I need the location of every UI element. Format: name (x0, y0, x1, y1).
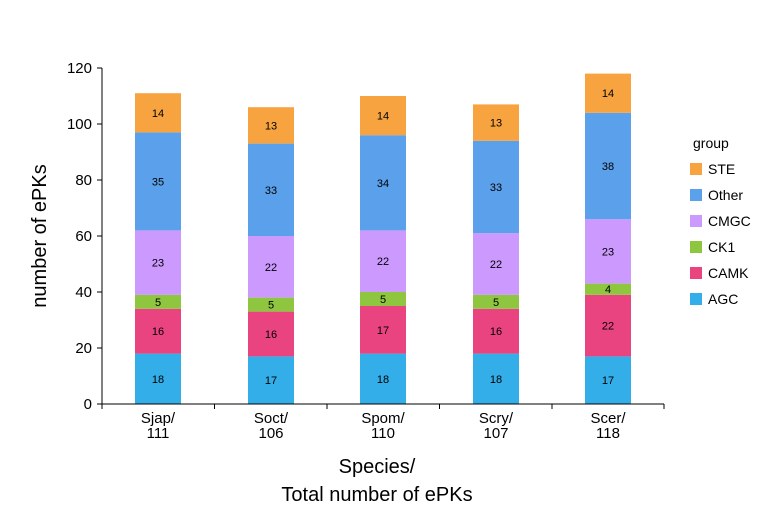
legend-label-camk: CAMK (708, 265, 749, 281)
bar-segment-cmgc (248, 236, 294, 298)
data-label: 33 (265, 185, 277, 197)
bar-segment-camk (360, 306, 406, 354)
x-tick-label: Sjap/ (141, 410, 176, 427)
bar-segment-other (135, 132, 181, 231)
y-tick-label: 60 (75, 228, 92, 245)
bar-segment-ck1 (360, 292, 406, 306)
data-label: 22 (490, 259, 502, 271)
bar-segment-camk (248, 311, 294, 357)
bar-segment-other (248, 143, 294, 236)
data-label: 16 (152, 326, 164, 338)
bar-segment-ck1 (473, 294, 519, 309)
bar-segment-other (473, 140, 519, 234)
legend-swatch-cmgc (690, 215, 702, 227)
x-tick-label: Scry/ (479, 410, 514, 427)
x-tick-label: 106 (258, 425, 283, 442)
x-tick-label: 110 (371, 425, 395, 442)
bar-segment-cmgc (360, 230, 406, 292)
legend-label-ste: STE (708, 161, 735, 177)
bar-segment-cmgc (473, 233, 519, 295)
data-label: 16 (265, 329, 277, 341)
bar-segment-camk (135, 308, 181, 354)
bar-segment-camk (585, 294, 631, 357)
legend-swatch-agc (690, 293, 702, 305)
bar-segment-camk (473, 308, 519, 354)
data-label: 14 (377, 111, 389, 123)
data-label: 22 (377, 256, 389, 268)
data-label: 18 (377, 374, 389, 386)
data-label: 34 (377, 178, 389, 190)
legend-label-cmgc: CMGC (708, 213, 751, 229)
data-label: 5 (268, 300, 274, 312)
bar-segment-ck1 (585, 283, 631, 295)
data-label: 17 (377, 325, 389, 337)
y-axis-label: number of ePKs (29, 164, 51, 307)
data-label: 13 (265, 120, 277, 132)
y-tick-label: 120 (67, 60, 92, 77)
x-tick-label: 107 (483, 425, 508, 442)
bars-layer: 18 16 5 23 35 14 17 16 5 22 33 13 18 17 5 22 34 14 18 16 5 22… (135, 73, 631, 404)
bar-segment-agc (135, 353, 181, 404)
data-label: 13 (490, 118, 502, 130)
legend-title: group (693, 135, 729, 151)
legend-label-agc: AGC (708, 291, 738, 307)
bar-segment-agc (585, 356, 631, 404)
axes-layer: 0 20 40 60 80 100 120 Sjap/111 Soct/106 Spom/110 S… (67, 60, 665, 442)
bar-segment-ck1 (135, 294, 181, 309)
data-label: 22 (265, 262, 277, 274)
legend-label-ck1: CK1 (708, 239, 735, 255)
data-label: 18 (490, 374, 502, 386)
bar-segment-agc (248, 356, 294, 404)
y-tick-label: 100 (67, 116, 92, 133)
bar-segment-other (585, 112, 631, 220)
data-label: 23 (602, 246, 614, 258)
bar-segment-agc (360, 353, 406, 404)
bar-segment-ste (473, 104, 519, 141)
data-label: 35 (152, 176, 164, 188)
data-label: 5 (380, 294, 386, 306)
data-label: 17 (602, 375, 614, 387)
bar-segment-agc (473, 353, 519, 404)
bar-segment-other (360, 135, 406, 231)
data-label: 17 (265, 375, 277, 387)
bar-segment-ste (248, 107, 294, 144)
data-label: 23 (152, 258, 164, 270)
legend-swatch-camk (690, 267, 702, 279)
x-tick-label: 111 (147, 425, 170, 442)
y-tick-label: 80 (75, 172, 92, 189)
data-label: 14 (602, 88, 614, 100)
y-tick-label: 40 (75, 284, 92, 301)
x-axis-label-line2: Total number of ePKs (281, 484, 472, 506)
x-tick-label: 118 (596, 425, 620, 442)
data-label: 33 (490, 182, 502, 194)
data-label: 5 (155, 297, 161, 309)
bar-segment-ck1 (248, 297, 294, 312)
data-label: 38 (602, 161, 614, 173)
bar-segment-ste (360, 96, 406, 136)
bar-segment-ste (135, 93, 181, 133)
data-label: 22 (602, 321, 614, 333)
data-label: 18 (152, 374, 164, 386)
legend-swatch-ste (690, 163, 702, 175)
data-label: 16 (490, 326, 502, 338)
bar-segment-cmgc (585, 219, 631, 284)
legend-swatch-other (690, 189, 702, 201)
legend: group STE Other CMGC CK1 CAMK AGC (690, 135, 751, 307)
data-label: 4 (605, 284, 611, 296)
bar-segment-ste (585, 73, 631, 113)
legend-swatch-ck1 (690, 241, 702, 253)
y-tick-label: 0 (84, 396, 92, 413)
legend-label-other: Other (708, 187, 743, 203)
x-tick-label: Scer/ (590, 410, 626, 427)
x-tick-label: Spom/ (361, 410, 405, 427)
data-label: 5 (493, 297, 499, 309)
bar-segment-cmgc (135, 230, 181, 295)
x-tick-label: Soct/ (254, 410, 289, 427)
data-label: 14 (152, 108, 164, 120)
y-tick-label: 20 (75, 340, 92, 357)
x-axis-label-line1: Species/ (339, 456, 416, 478)
